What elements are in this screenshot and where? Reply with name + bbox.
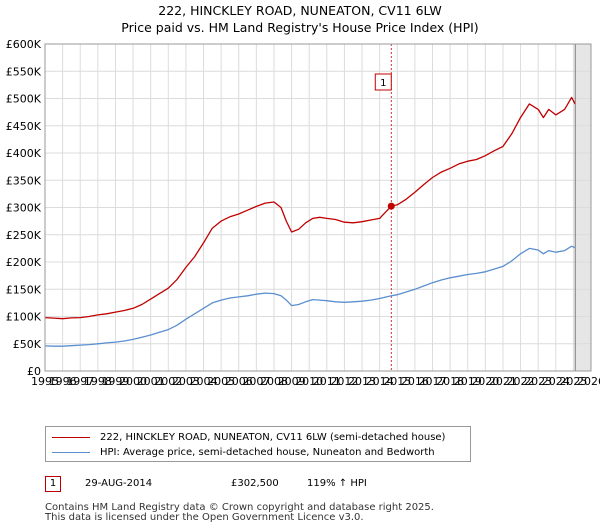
x-tick-label: 2021 [489,375,517,388]
legend-swatch-price-paid [52,436,90,438]
y-tick-label: £300K [6,202,42,215]
x-tick-label: 2008 [260,375,288,388]
series-line-price-paid [44,96,576,320]
x-tick-label: 2014 [366,375,394,388]
legend: 222, HINCKLEY ROAD, NUNEATON, CV11 6LW (… [45,426,471,462]
annotation-label: 1 [380,78,386,89]
y-tick-label: £550K [6,65,42,78]
footer-line-1: Contains HM Land Registry data © Crown c… [45,502,434,513]
y-tick-label: £600K [6,38,42,51]
x-tick-label: 2017 [418,375,446,388]
x-tick-label: 2020 [471,375,499,388]
footer: Contains HM Land Registry data © Crown c… [45,503,434,523]
price-chart: £0 £50K £100K £150K £200K £250K £300K £350K £400… [6,38,600,388]
x-tick-label: 2024 [542,375,570,388]
x-tick-label: 2019 [454,375,482,388]
x-tick-label: 2009 [278,375,306,388]
legend-label-hpi: HPI: Average price, semi-detached house,… [100,446,435,458]
x-tick-label: 2004 [190,375,218,388]
annotation-box [374,73,392,91]
legend-label-price-paid: 222, HINCKLEY ROAD, NUNEATON, CV11 6LW (… [100,431,446,443]
x-tick-label: 2002 [154,375,182,388]
x-tick-label: 1998 [84,375,112,388]
x-tick-label: 2007 [242,375,270,388]
x-tick-label: 2022 [507,375,535,388]
annotation-hpi-change: 119% ↑ HPI [307,478,367,489]
y-tick-label: £50K [13,338,42,351]
y-tick-label: £400K [6,147,42,160]
x-tick-label: 2012 [330,375,358,388]
x-tick-label: 2006 [225,375,253,388]
x-tick-label: 2018 [436,375,464,388]
annotation-marker [387,202,395,210]
legend-item-hpi: HPI: Average price, semi-detached house,… [52,445,435,459]
y-tick-label: £250K [6,229,42,242]
annotation-number: 1 [45,476,61,492]
legend-swatch-hpi [52,451,90,453]
x-tick-label: 2010 [295,375,323,388]
x-tick-label: 1996 [49,375,77,388]
annotation-price: £302,500 [231,478,279,489]
x-tick-label: 2005 [207,375,235,388]
x-tick-label: 2013 [348,375,376,388]
x-tick-label: 1997 [66,375,94,388]
x-tick-label: 2001 [137,375,165,388]
y-tick-label: £0 [27,365,41,378]
annotation-date: 29-AUG-2014 [85,478,153,489]
chart-title: 222, HINCKLEY ROAD, NUNEATON, CV11 6LW [158,3,442,18]
chart-subtitle: Price paid vs. HM Land Registry's House … [121,20,479,35]
y-tick-label: £450K [6,120,42,133]
y-tick-label: £150K [6,283,42,296]
x-tick-label: 2023 [524,375,552,388]
plot-border [44,43,592,372]
x-tick-label: 2011 [313,375,341,388]
x-tick-label: 1999 [101,375,129,388]
y-tick-label: £500K [6,93,42,106]
x-tick-label: 2000 [119,375,147,388]
x-tick-label: 2003 [172,375,200,388]
x-tick-label: 2015 [383,375,411,388]
x-tick-label: 1995 [31,375,59,388]
y-tick-label: £200K [6,256,42,269]
y-tick-label: £100K [6,311,42,324]
legend-item-price-paid: 222, HINCKLEY ROAD, NUNEATON, CV11 6LW (… [52,430,445,444]
x-tick-label: 2016 [401,375,429,388]
annotation-row: 1 29-AUG-2014 £302,500 119% ↑ HPI [45,476,545,494]
footer-line-2: This data is licensed under the Open Gov… [45,512,364,523]
x-tick-label: 2026 [577,375,600,388]
x-tick-label: 2025 [559,375,587,388]
y-tick-label: £350K [6,174,42,187]
series-line-hpi [44,245,576,347]
